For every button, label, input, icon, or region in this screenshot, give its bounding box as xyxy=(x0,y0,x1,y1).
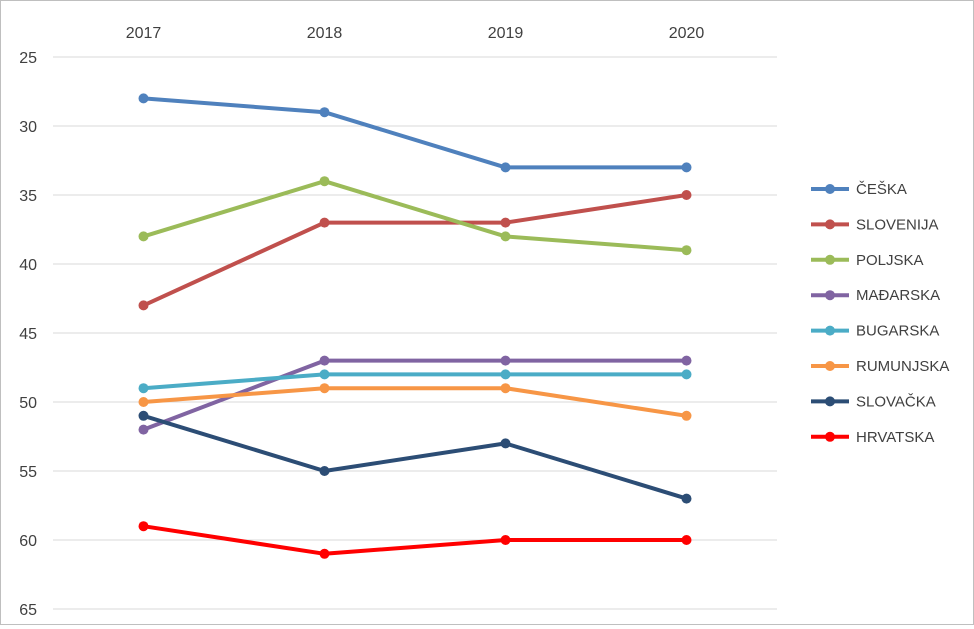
y-tick-label: 30 xyxy=(19,119,37,136)
data-point xyxy=(319,383,330,394)
data-point xyxy=(138,521,149,532)
legend-item: RUMUNJSKA xyxy=(811,358,949,375)
series-6 xyxy=(138,410,692,504)
data-point xyxy=(681,190,692,200)
legend-label: SLOVENIJA xyxy=(856,216,939,233)
legend-label: HRVATSKA xyxy=(856,429,934,446)
x-axis-ticks: 2017 2018 2019 2020 xyxy=(126,25,705,42)
legend-label: MAĐARSKA xyxy=(856,287,940,304)
data-point xyxy=(138,383,149,394)
data-point xyxy=(319,466,330,476)
series-4 xyxy=(138,369,692,394)
data-point xyxy=(681,410,692,421)
series-line xyxy=(141,179,689,253)
y-tick-label: 55 xyxy=(19,464,37,481)
legend-label: RUMUNJSKA xyxy=(856,358,949,375)
series-0 xyxy=(138,93,692,173)
legend-label: ČEŠKA xyxy=(856,181,907,198)
legend-label: SLOVAČKA xyxy=(856,393,936,410)
legend-item: SLOVAČKA xyxy=(811,393,936,410)
data-point xyxy=(319,548,330,559)
y-tick-label: 25 xyxy=(19,50,37,67)
legend-item: BUGARSKA xyxy=(811,323,939,340)
y-axis-ticks: 25 30 35 40 45 50 55 60 65 xyxy=(19,50,37,619)
x-tick-label: 2020 xyxy=(669,25,705,42)
x-tick-label: 2019 xyxy=(488,25,524,42)
data-point xyxy=(681,493,692,504)
data-point xyxy=(138,410,149,421)
data-point xyxy=(500,383,511,394)
legend-swatch-marker xyxy=(825,325,835,336)
x-tick-label: 2017 xyxy=(126,25,162,42)
series-lines xyxy=(138,93,692,559)
legend-label: POLJSKA xyxy=(856,252,924,269)
y-tick-label: 45 xyxy=(19,326,37,343)
data-point xyxy=(681,535,692,545)
legend-swatch-marker xyxy=(825,184,835,194)
legend: ČEŠKA SLOVENIJA POLJSKA MAĐARSKA BUGARSKA RUM… xyxy=(811,181,949,446)
data-point xyxy=(138,424,149,435)
y-tick-label: 35 xyxy=(19,188,37,205)
legend-swatch-marker xyxy=(825,361,835,371)
x-tick-label: 2018 xyxy=(307,25,343,42)
data-point xyxy=(681,245,692,256)
series-line xyxy=(141,96,689,170)
series-line xyxy=(141,413,689,501)
series-line xyxy=(141,524,689,556)
series-line xyxy=(141,386,689,418)
legend-swatch-marker xyxy=(825,431,835,442)
series-line xyxy=(141,372,689,391)
data-point xyxy=(138,300,149,311)
data-point xyxy=(500,438,511,449)
series-1 xyxy=(138,190,692,311)
series-5 xyxy=(138,383,692,421)
gridlines xyxy=(53,56,777,610)
legend-item: MAĐARSKA xyxy=(811,287,940,304)
legend-swatch-marker xyxy=(825,290,835,301)
data-point xyxy=(681,162,692,173)
data-point xyxy=(138,397,149,407)
series-line xyxy=(141,193,689,308)
y-tick-label: 50 xyxy=(19,395,37,412)
data-point xyxy=(681,355,692,366)
data-point xyxy=(500,535,511,545)
data-point xyxy=(500,231,511,242)
legend-swatch-marker xyxy=(825,219,835,230)
data-point xyxy=(319,107,330,118)
series-2 xyxy=(138,176,692,256)
data-point xyxy=(319,176,330,187)
data-point xyxy=(138,93,149,104)
data-point xyxy=(500,217,511,228)
data-point xyxy=(319,369,330,380)
data-point xyxy=(681,369,692,380)
legend-item: POLJSKA xyxy=(811,252,924,269)
data-point xyxy=(500,369,511,380)
data-point xyxy=(500,355,511,366)
y-tick-label: 40 xyxy=(19,257,37,274)
y-tick-label: 65 xyxy=(19,602,37,619)
legend-item: HRVATSKA xyxy=(811,429,934,446)
legend-swatch-marker xyxy=(825,396,835,407)
y-tick-label: 60 xyxy=(19,533,37,550)
series-7 xyxy=(138,521,692,559)
legend-swatch-marker xyxy=(825,254,835,265)
legend-item: SLOVENIJA xyxy=(811,216,939,233)
data-point xyxy=(319,355,330,366)
data-point xyxy=(138,231,149,242)
data-point xyxy=(319,217,330,228)
legend-label: BUGARSKA xyxy=(856,323,939,340)
legend-item: ČEŠKA xyxy=(811,181,907,198)
data-point xyxy=(500,162,511,173)
